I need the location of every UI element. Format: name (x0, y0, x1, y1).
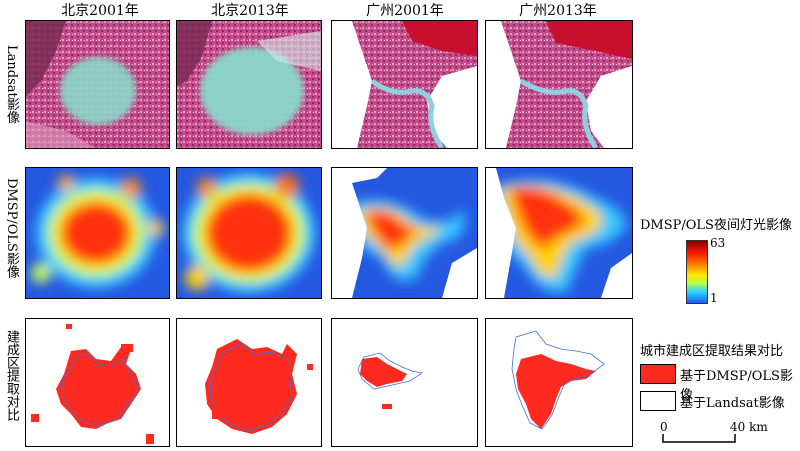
nightlight-colorbar (686, 240, 708, 304)
landsat-legend-label: 基于Landsat影像 (680, 396, 785, 411)
row-title-dmsp: DMSP/OLS影像 (4, 178, 19, 278)
extraction-guangzhou-2001 (331, 318, 478, 447)
nightlight-legend-title: DMSP/OLS夜间灯光影像 (640, 218, 792, 233)
extraction-guangzhou-2013 (485, 318, 633, 447)
landsat-beijing-2013 (176, 20, 322, 149)
row-title-landsat: Landsat影像 (4, 45, 19, 124)
scale-bar (662, 434, 736, 443)
colorbar-min-label: 1 (710, 291, 718, 305)
dmsp-guangzhou-2001 (331, 167, 478, 299)
extraction-beijing-2001 (25, 318, 170, 447)
dmsp-swatch (640, 364, 676, 384)
landsat-guangzhou-2013 (485, 20, 633, 149)
column-title-guangzhou-2001: 广州2001年 (366, 3, 444, 19)
dmsp-beijing-2001 (25, 167, 170, 299)
extraction-beijing-2013 (176, 318, 322, 447)
scale-max-label: 40 km (730, 420, 768, 434)
scale-zero-label: 0 (660, 420, 668, 434)
row-title-extraction: 建成区提取对比 (4, 330, 19, 421)
landsat-guangzhou-2001 (331, 20, 478, 149)
colorbar-max-label: 63 (710, 236, 726, 250)
column-title-beijing-2001: 北京2001年 (61, 3, 139, 19)
column-title-beijing-2013: 北京2013年 (211, 3, 289, 19)
dmsp-legend-label: 基于DMSP/OLS影像 (680, 369, 793, 403)
extraction-legend-title: 城市建成区提取结果对比 (640, 344, 784, 359)
landsat-beijing-2001 (25, 20, 170, 149)
dmsp-guangzhou-2013 (485, 167, 633, 299)
landsat-swatch (640, 391, 676, 411)
dmsp-beijing-2013 (176, 167, 322, 299)
column-title-guangzhou-2013: 广州2013年 (519, 3, 597, 19)
